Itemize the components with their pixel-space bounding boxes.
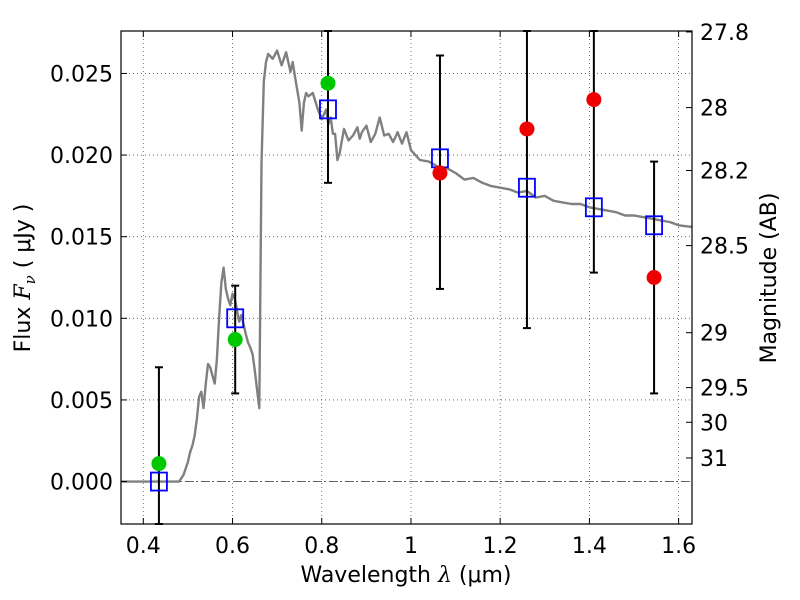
- x-tick-label: 0.4: [126, 534, 161, 559]
- y-axis-title: Flux Fν ( μJy ): [11, 204, 39, 353]
- right-tick-label: 29: [700, 322, 728, 347]
- y-tick-label: 0.020: [50, 144, 113, 169]
- x-tick-label: 1.4: [572, 534, 607, 559]
- green-point: [227, 332, 243, 348]
- x-tick-label: 1: [404, 534, 418, 559]
- y-tick-label: 0.005: [50, 389, 113, 414]
- green-point: [151, 456, 167, 472]
- right-axis-ticks: 27.8 28 28.2 28.5 29 29.5 30 31: [686, 21, 749, 472]
- model-square-point: [150, 471, 168, 492]
- x-tick-label: 1.6: [661, 534, 696, 559]
- errorbar-layer: [154, 30, 659, 525]
- red-point: [586, 92, 602, 108]
- x-tick-label: 0.8: [304, 534, 339, 559]
- red-point: [432, 165, 448, 181]
- x-tick-label: 1.2: [483, 534, 518, 559]
- sed-curve-layer: [121, 49, 693, 483]
- model-square-point: [584, 197, 603, 218]
- y-tick-label: 0.025: [50, 62, 113, 87]
- right-tick-label: 28: [700, 97, 728, 122]
- model-square-point: [645, 215, 663, 236]
- model-square-point: [226, 308, 245, 329]
- sed-curve: [121, 49, 693, 483]
- grid-layer: [121, 31, 692, 524]
- green-point: [320, 75, 336, 91]
- right-tick-label: 28.5: [700, 235, 749, 260]
- x-axis-title: Wavelength λ (μm): [300, 563, 511, 588]
- x-axis-ticks: 0.4 0.6 0.8 1 1.2 1.4 1.6: [126, 31, 696, 559]
- right-tick-label: 29.5: [700, 377, 749, 402]
- right-tick-label: 30: [700, 411, 728, 436]
- right-tick-label: 27.8: [700, 21, 749, 46]
- plot-frame: [120, 30, 693, 525]
- right-axis-title: Magnitude (AB): [757, 193, 782, 364]
- model-square-point: [319, 99, 337, 120]
- y-tick-label: 0.015: [50, 226, 113, 251]
- points-layer: [150, 75, 663, 492]
- y-tick-label: 0.000: [50, 471, 113, 496]
- x-tick-label: 0.6: [215, 534, 250, 559]
- right-tick-label: 28.2: [700, 159, 749, 184]
- y-tick-label: 0.010: [50, 307, 113, 332]
- y-axis-ticks: 0.000 0.005 0.010 0.015 0.020 0.025: [50, 62, 127, 496]
- red-point: [519, 121, 535, 137]
- red-point: [646, 270, 662, 285]
- right-tick-label: 31: [700, 447, 728, 472]
- model-square-point: [518, 177, 536, 198]
